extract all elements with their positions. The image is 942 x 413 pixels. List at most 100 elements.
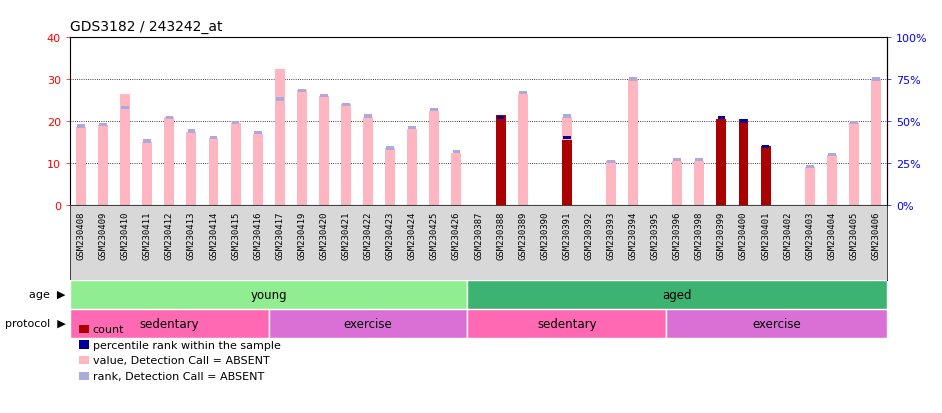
Bar: [77, 125, 85, 128]
Bar: [739, 120, 749, 206]
Bar: [629, 78, 637, 81]
Bar: [341, 105, 351, 206]
Bar: [608, 160, 615, 164]
Bar: [674, 159, 681, 162]
Text: young: young: [251, 288, 287, 301]
Text: GSM230389: GSM230389: [518, 211, 528, 260]
Text: GSM230411: GSM230411: [143, 211, 152, 260]
Text: percentile rank within the sample: percentile rank within the sample: [92, 340, 281, 350]
Bar: [561, 118, 572, 206]
Text: GSM230396: GSM230396: [673, 211, 682, 260]
Text: exercise: exercise: [344, 317, 393, 330]
Bar: [166, 117, 173, 120]
Text: rank, Detection Call = ABSENT: rank, Detection Call = ABSENT: [92, 371, 264, 381]
Text: GSM230412: GSM230412: [165, 211, 174, 260]
Bar: [666, 309, 887, 338]
Bar: [563, 137, 571, 140]
Bar: [430, 111, 439, 206]
Text: GSM230402: GSM230402: [783, 211, 792, 260]
Bar: [298, 90, 306, 93]
Bar: [760, 147, 771, 206]
Bar: [386, 147, 394, 150]
Text: GSM230426: GSM230426: [452, 211, 461, 260]
Bar: [122, 107, 129, 110]
Bar: [467, 280, 887, 309]
Bar: [717, 120, 726, 206]
Text: GSM230405: GSM230405: [850, 211, 858, 260]
Bar: [467, 309, 666, 338]
Bar: [252, 134, 263, 206]
Text: value, Detection Call = ABSENT: value, Detection Call = ABSENT: [92, 356, 269, 366]
Bar: [187, 132, 197, 206]
Text: GSM230391: GSM230391: [562, 211, 572, 260]
Bar: [606, 161, 616, 206]
Text: GSM230393: GSM230393: [607, 211, 615, 260]
Bar: [143, 140, 151, 143]
Bar: [210, 137, 218, 140]
Bar: [828, 154, 836, 157]
Text: GSM230394: GSM230394: [628, 211, 638, 260]
Text: sedentary: sedentary: [537, 317, 596, 330]
Bar: [208, 138, 219, 206]
Text: GSM230416: GSM230416: [253, 211, 262, 260]
Text: GSM230390: GSM230390: [541, 211, 549, 260]
Bar: [673, 161, 682, 206]
Bar: [342, 103, 349, 107]
Text: GSM230417: GSM230417: [275, 211, 284, 260]
Bar: [452, 150, 461, 154]
Bar: [518, 95, 528, 206]
Text: GSM230387: GSM230387: [474, 211, 483, 260]
Text: GSM230388: GSM230388: [496, 211, 505, 260]
Bar: [70, 280, 467, 309]
Text: GSM230415: GSM230415: [231, 211, 240, 260]
Text: GSM230395: GSM230395: [651, 211, 659, 260]
Bar: [849, 124, 859, 206]
Bar: [739, 120, 747, 123]
Bar: [407, 130, 417, 206]
Bar: [430, 108, 438, 112]
Bar: [871, 80, 881, 206]
Text: GSM230404: GSM230404: [827, 211, 836, 260]
Text: GSM230408: GSM230408: [76, 211, 86, 260]
Bar: [142, 142, 153, 206]
Bar: [694, 161, 705, 206]
Text: GSM230409: GSM230409: [99, 211, 107, 260]
Text: GSM230419: GSM230419: [298, 211, 306, 260]
Bar: [451, 153, 462, 206]
Text: GSM230392: GSM230392: [584, 211, 593, 260]
Text: age  ▶: age ▶: [29, 290, 65, 300]
Text: GSM230414: GSM230414: [209, 211, 218, 260]
Bar: [872, 78, 880, 81]
Bar: [519, 92, 527, 95]
Bar: [805, 165, 814, 169]
Text: GSM230425: GSM230425: [430, 211, 439, 260]
Text: GDS3182 / 243242_at: GDS3182 / 243242_at: [70, 20, 222, 34]
Bar: [232, 122, 239, 125]
Bar: [187, 130, 195, 133]
Text: sedentary: sedentary: [139, 317, 199, 330]
Text: GSM230399: GSM230399: [717, 211, 726, 260]
Bar: [827, 155, 836, 206]
Text: exercise: exercise: [753, 317, 801, 330]
Bar: [695, 159, 703, 162]
Bar: [98, 126, 108, 206]
Bar: [561, 140, 572, 206]
Text: GSM230398: GSM230398: [695, 211, 704, 260]
Bar: [99, 123, 107, 127]
Text: GSM230422: GSM230422: [364, 211, 373, 260]
Text: aged: aged: [662, 288, 692, 301]
Bar: [76, 128, 86, 206]
Bar: [739, 153, 749, 206]
Bar: [739, 150, 747, 154]
Text: GSM230403: GSM230403: [805, 211, 814, 260]
Text: GSM230420: GSM230420: [319, 211, 329, 260]
Bar: [850, 122, 858, 125]
Text: GSM230400: GSM230400: [739, 211, 748, 260]
Text: GSM230401: GSM230401: [761, 211, 770, 260]
Bar: [563, 115, 571, 119]
Bar: [276, 98, 284, 102]
Bar: [365, 115, 372, 119]
Bar: [268, 309, 467, 338]
Bar: [320, 95, 328, 98]
Bar: [762, 145, 770, 149]
